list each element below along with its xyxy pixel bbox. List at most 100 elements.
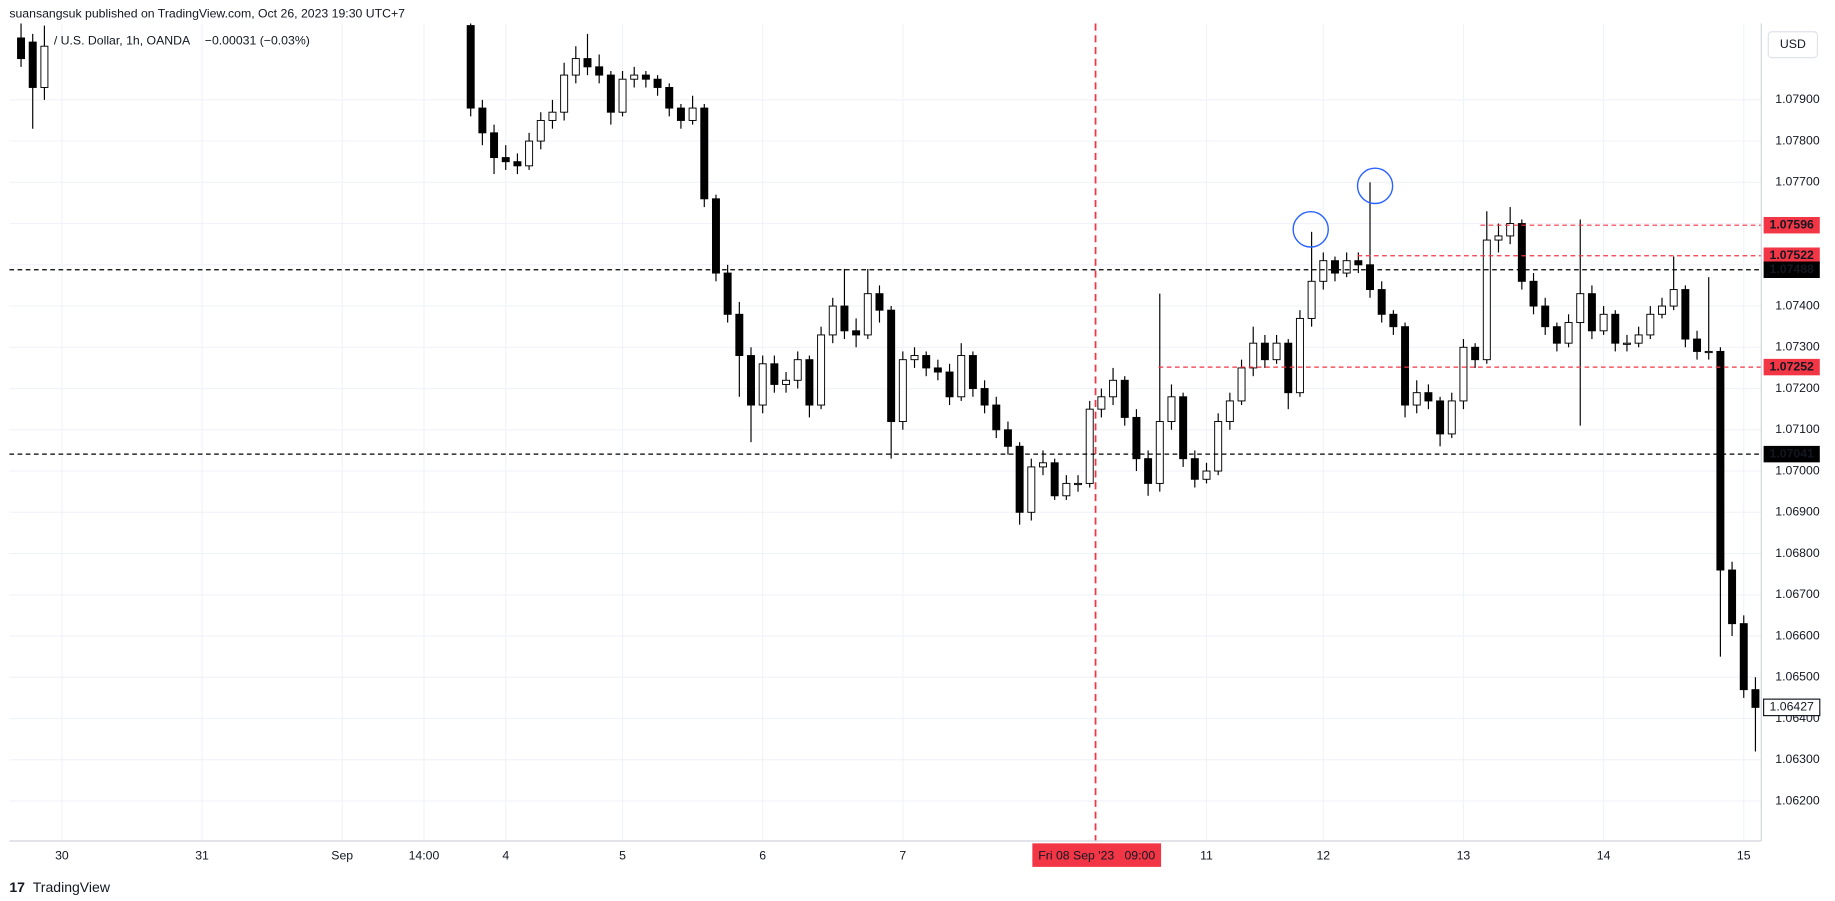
candle-body [1587, 293, 1596, 332]
candle-body [1179, 396, 1188, 460]
currency-label[interactable]: USD [1780, 37, 1806, 51]
candle-body [747, 355, 755, 406]
candle-body [40, 45, 49, 88]
highlight-circle [1292, 211, 1329, 248]
candle-body [1074, 482, 1083, 486]
candle-body [1109, 379, 1118, 398]
candle-body [501, 157, 510, 163]
candle-body [1471, 346, 1480, 361]
candle-body [1225, 400, 1234, 423]
candle-body [1190, 458, 1199, 480]
candle-body [945, 371, 954, 398]
candle-body [1401, 326, 1410, 406]
x-tick-label: 12 [1316, 849, 1330, 863]
candle-body [992, 404, 1001, 431]
candle-body [688, 107, 697, 121]
candle-body [536, 119, 545, 142]
candle-body [770, 363, 779, 385]
candle-body [1167, 396, 1176, 423]
candle-body [1541, 305, 1550, 328]
candle-body [898, 359, 907, 423]
brand-logo: 17 [9, 879, 25, 895]
highlight-circle [1356, 167, 1394, 205]
level-label: 1.07488 [1770, 262, 1814, 276]
candle-body [606, 74, 615, 113]
candle-body [1658, 305, 1666, 315]
candle-body [630, 74, 639, 80]
x-tick-label: 15 [1737, 849, 1751, 863]
candle-body [793, 359, 802, 381]
candle-body [1039, 462, 1047, 468]
candle-body [1015, 445, 1024, 513]
time-marker-box [1032, 843, 1162, 867]
x-tick-label: 7 [899, 849, 906, 863]
level-label-box [1763, 216, 1820, 234]
candle-body [700, 107, 709, 200]
currency-button[interactable] [1767, 31, 1819, 59]
level-label: 1.07522 [1770, 248, 1814, 262]
candle-body [711, 198, 720, 274]
candle-body [1027, 466, 1036, 513]
x-tick-label: Sep [331, 849, 353, 863]
brand-name: TradingView [33, 879, 111, 895]
y-tick-label: 1.07300 [1775, 340, 1819, 354]
x-tick-label: 11 [1200, 849, 1213, 863]
candle-body [1599, 313, 1608, 332]
candle-body [1751, 689, 1760, 708]
candle-body [758, 363, 767, 406]
x-tick-label: 14 [1597, 849, 1611, 863]
candle-body [863, 293, 872, 336]
candle-body [676, 107, 685, 121]
x-tick-label: 5 [619, 849, 626, 863]
candle-body [525, 140, 534, 167]
candle-body [1506, 223, 1515, 237]
candle-body [968, 355, 977, 390]
candle-body [933, 367, 942, 373]
candle-body [653, 78, 662, 88]
level-label: 1.07596 [1770, 217, 1814, 231]
y-tick-label: 1.06800 [1775, 546, 1819, 560]
y-tick-label: 1.06700 [1775, 587, 1819, 601]
candle-body [1494, 235, 1503, 241]
x-tick-label: 6 [759, 849, 766, 863]
candle-body [723, 272, 732, 315]
y-tick-label: 1.06900 [1775, 505, 1819, 519]
candle-body [548, 111, 557, 121]
candle-body [1144, 458, 1153, 484]
last-price-label: 1.06427 [1770, 700, 1814, 714]
candle-body [641, 74, 650, 80]
x-tick-label: 14:00 [409, 849, 440, 863]
candle-body [583, 58, 592, 68]
candle-body [1482, 239, 1491, 361]
candle-body [1389, 313, 1398, 328]
symbol-info: / U.S. Dollar, 1h, OANDA [54, 33, 191, 47]
candle-body [1342, 260, 1351, 274]
candle-body [1155, 421, 1164, 484]
candle-body [1646, 313, 1655, 336]
candle-body [1412, 392, 1421, 406]
candle-body [571, 58, 580, 76]
price-change: −0.00031 (−0.03%) [205, 33, 310, 47]
candle-body [466, 25, 475, 109]
candle-body [490, 132, 499, 159]
candle-body [1704, 350, 1713, 354]
candle-body [560, 74, 569, 113]
y-tick-label: 1.06300 [1775, 752, 1819, 766]
level-label: 1.07252 [1770, 359, 1814, 373]
publisher-line: suansangsuk published on TradingView.com… [9, 6, 405, 20]
candle-body [1552, 326, 1561, 344]
y-tick-label: 1.06600 [1775, 628, 1819, 642]
candle-body [1120, 379, 1129, 418]
candle-body [1739, 623, 1748, 691]
candle-body [1003, 429, 1012, 447]
candle-body [1284, 342, 1293, 394]
plot-area [9, 23, 1762, 842]
candle-body [1716, 350, 1725, 571]
candle-body [1260, 342, 1269, 361]
candle-body [1330, 260, 1339, 274]
candle-body [1237, 367, 1246, 402]
level-label-box [1763, 261, 1820, 278]
candle-body [735, 313, 744, 357]
